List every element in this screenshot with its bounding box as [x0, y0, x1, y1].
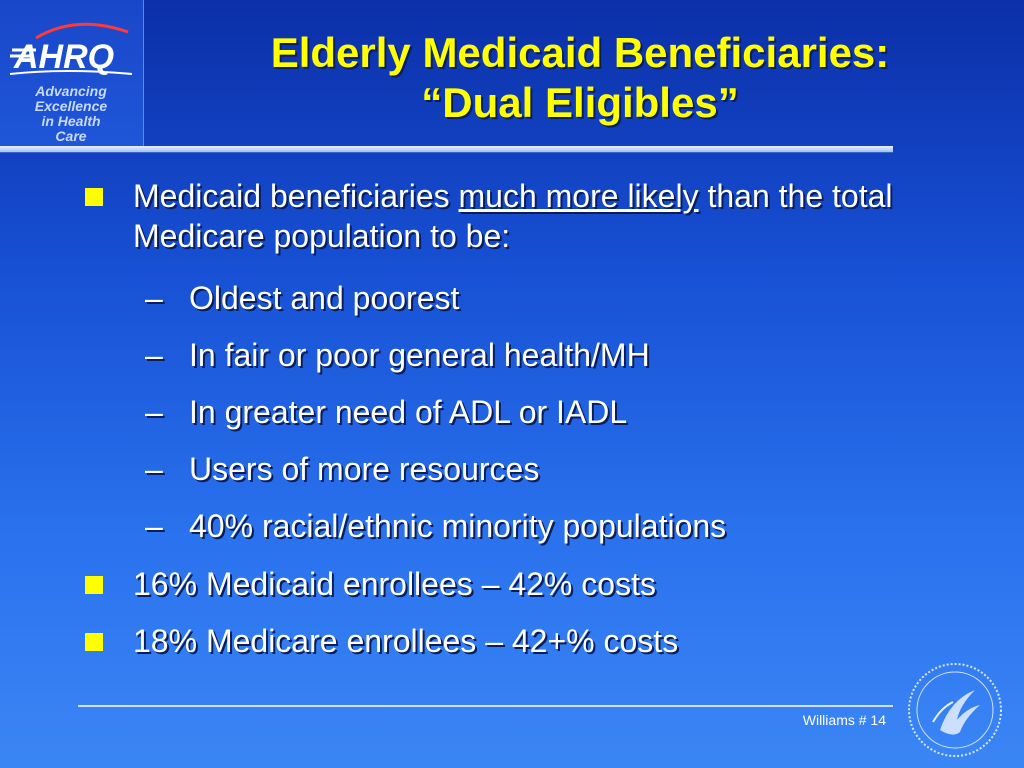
title-line-2: “Dual Eligibles”	[421, 79, 739, 126]
square-bullet-icon	[85, 633, 103, 651]
ahrq-logo-icon: AHRQ	[9, 22, 133, 76]
dash-bullet-icon: –	[145, 508, 163, 544]
logo-tagline: Advancing Excellence in Health Care	[16, 84, 126, 144]
hhs-seal-icon	[908, 663, 1002, 757]
bullet-text-part: than the total Medicare population to be…	[133, 178, 893, 254]
tagline-line: Care	[55, 128, 87, 144]
sub-bullet-text: In greater need of ADL or IADL	[189, 394, 628, 430]
tagline-line: in Health	[41, 113, 101, 129]
sub-bullet-text: In fair or poor general health/MH	[189, 337, 650, 373]
bullet-text: Medicaid beneficiaries much more likely …	[133, 176, 953, 256]
slide-number: Williams # 14	[802, 712, 886, 728]
square-bullet-icon	[85, 576, 103, 594]
dash-bullet-icon: –	[145, 280, 163, 316]
footer-divider	[78, 705, 893, 707]
bullet-text: 16% Medicaid enrollees – 42% costs	[133, 566, 656, 602]
sub-bullet-text: Users of more resources	[189, 451, 540, 487]
bullet-text: 18% Medicare enrollees – 42+% costs	[133, 623, 679, 659]
title-line-1: Elderly Medicaid Beneficiaries:	[270, 29, 890, 76]
dash-bullet-icon: –	[145, 337, 163, 373]
bullet-text-part: Medicaid beneficiaries	[133, 178, 459, 214]
title-divider	[0, 146, 893, 152]
tagline-line: Advancing	[35, 83, 107, 99]
slide-title: Elderly Medicaid Beneficiaries: “Dual El…	[160, 28, 1000, 128]
dash-bullet-icon: –	[145, 451, 163, 487]
ahrq-logo: AHRQ Advancing Excellence in Health Care	[0, 0, 144, 148]
tagline-line: Excellence	[34, 98, 108, 114]
square-bullet-icon	[85, 188, 103, 206]
dash-bullet-icon: –	[145, 394, 163, 430]
sub-bullet-text: 40% racial/ethnic minority populations	[189, 508, 727, 544]
sub-bullet-text: Oldest and poorest	[189, 280, 460, 316]
bullet-text-underline: much more likely	[458, 178, 699, 214]
